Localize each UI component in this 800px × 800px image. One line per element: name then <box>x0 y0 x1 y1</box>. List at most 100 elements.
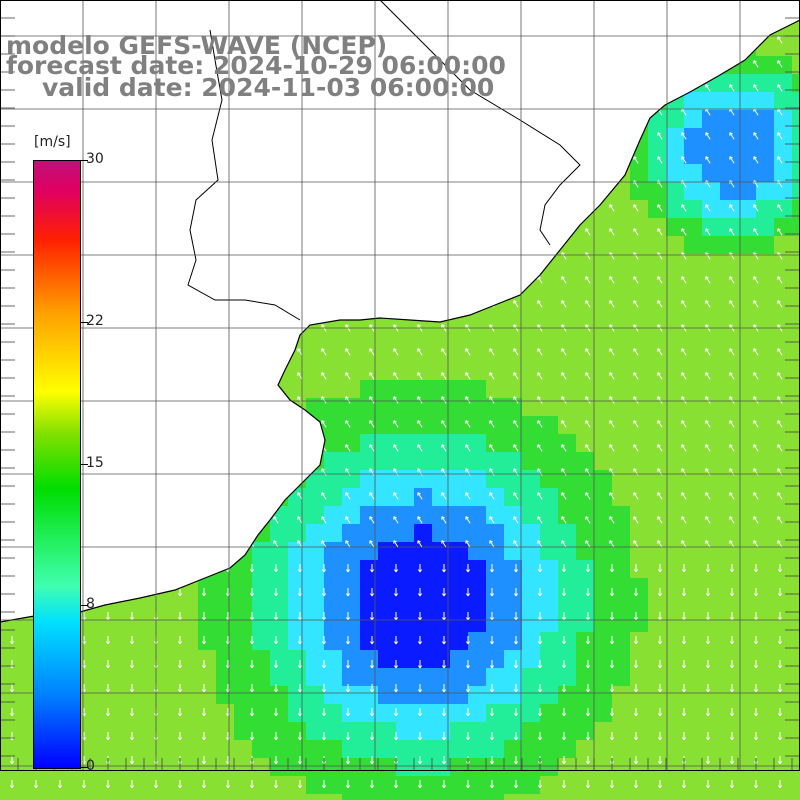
speed-cell <box>414 614 432 632</box>
speed-cell <box>648 128 666 146</box>
speed-cell <box>504 506 522 524</box>
speed-cell <box>594 380 612 398</box>
wind-arrow <box>297 780 303 789</box>
speed-cell <box>522 380 540 398</box>
speed-cell <box>360 632 378 650</box>
speed-cell <box>432 506 450 524</box>
speed-cell <box>630 398 648 416</box>
speed-cell <box>126 722 144 740</box>
speed-cell <box>378 560 396 578</box>
speed-cell <box>792 344 800 362</box>
speed-cell <box>648 632 666 650</box>
speed-cell <box>756 596 774 614</box>
wind-arrow <box>729 540 735 548</box>
wind-arrow <box>753 564 759 573</box>
wind-arrow <box>441 348 447 356</box>
wind-arrow <box>513 444 519 452</box>
speed-cell <box>36 776 54 794</box>
speed-cell <box>630 560 648 578</box>
speed-cell <box>576 380 594 398</box>
speed-cell <box>18 668 36 686</box>
speed-cell <box>630 182 648 200</box>
speed-cell <box>630 650 648 668</box>
speed-cell <box>324 704 342 722</box>
speed-cell <box>612 668 630 686</box>
speed-cell <box>234 794 252 800</box>
speed-cell <box>792 146 800 164</box>
wind-arrow <box>705 516 711 524</box>
speed-cell <box>0 632 18 650</box>
wind-arrow <box>705 132 711 140</box>
wind-arrow <box>777 588 783 597</box>
speed-cell <box>0 668 18 686</box>
speed-cell <box>450 560 468 578</box>
speed-cell <box>360 560 378 578</box>
speed-cell <box>540 704 558 722</box>
speed-cell <box>756 704 774 722</box>
wind-arrow <box>129 684 135 693</box>
speed-cell <box>630 308 648 326</box>
wind-arrow <box>777 444 783 452</box>
wind-arrow <box>369 420 375 428</box>
wind-arrow <box>633 636 639 645</box>
wind-arrow <box>393 444 399 452</box>
speed-cell <box>342 686 360 704</box>
speed-cell <box>486 470 504 488</box>
speed-cell <box>630 326 648 344</box>
wind-arrow <box>393 684 399 693</box>
wind-arrow <box>297 516 303 524</box>
speed-cell <box>576 308 594 326</box>
speed-cell <box>378 722 396 740</box>
title-valid-date: valid date: 2024-11-03 06:00:00 <box>42 73 495 102</box>
wind-arrow <box>561 372 567 380</box>
speed-cell <box>684 632 702 650</box>
wind-arrow <box>609 780 615 789</box>
wind-arrow <box>465 420 471 428</box>
speed-cell <box>90 794 108 800</box>
wind-arrow <box>537 684 543 693</box>
speed-cell <box>720 218 738 236</box>
colorbar-tick-label: 0 <box>86 758 95 774</box>
speed-cell <box>594 668 612 686</box>
coastline-bay <box>379 0 581 246</box>
speed-cell <box>630 794 648 800</box>
speed-cell <box>54 794 72 800</box>
speed-cell <box>684 434 702 452</box>
wind-arrow <box>609 420 615 428</box>
speed-cell <box>270 740 288 758</box>
speed-cell <box>720 254 738 272</box>
speed-cell <box>108 668 126 686</box>
wind-arrow <box>489 564 495 573</box>
speed-cell <box>738 326 756 344</box>
speed-cell <box>648 434 666 452</box>
wind-arrow <box>681 276 687 284</box>
speed-cell <box>306 776 324 794</box>
speed-cell <box>414 776 432 794</box>
wind-arrow <box>441 420 447 428</box>
speed-cell <box>774 254 792 272</box>
speed-cell <box>774 794 792 800</box>
speed-cell <box>540 542 558 560</box>
speed-cell <box>522 416 540 434</box>
speed-cell <box>162 632 180 650</box>
speed-cell <box>540 326 558 344</box>
speed-cell <box>234 668 252 686</box>
wind-arrow <box>441 372 447 380</box>
speed-cell <box>666 650 684 668</box>
speed-cell <box>450 668 468 686</box>
speed-cell <box>594 452 612 470</box>
speed-cell <box>648 542 666 560</box>
speed-cell <box>468 758 486 776</box>
speed-cell <box>774 578 792 596</box>
speed-cell <box>792 20 800 38</box>
wind-arrow <box>561 684 567 693</box>
wind-arrow <box>681 492 687 500</box>
speed-cell <box>342 614 360 632</box>
speed-cell <box>792 668 800 686</box>
speed-cell <box>738 740 756 758</box>
speed-cell <box>306 794 324 800</box>
speed-cell <box>630 470 648 488</box>
speed-cell <box>144 794 162 800</box>
wind-arrow <box>345 660 351 669</box>
speed-cell <box>486 740 504 758</box>
